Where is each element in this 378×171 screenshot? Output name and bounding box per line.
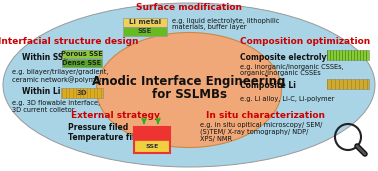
Bar [134,127,170,140]
Text: e.g. Li alloy, Li-C, Li-polymer: e.g. Li alloy, Li-C, Li-polymer [240,96,335,102]
Bar [62,50,102,58]
Text: Li metal: Li metal [138,130,166,135]
Ellipse shape [96,32,282,148]
Bar [61,88,103,98]
Bar [327,79,369,89]
Text: Temperature filed: Temperature filed [68,134,146,142]
Text: e.g. bilayer/trilayer/gradient,
ceramic network@polymer: e.g. bilayer/trilayer/gradient, ceramic … [12,69,108,83]
Text: SSE: SSE [146,143,159,148]
Text: e.g. 3D flowable interface,
3D current colletor: e.g. 3D flowable interface, 3D current c… [12,101,100,114]
Text: e.g. in situ opitical microscopy/ SEM/
(S)TEM/ X-ray tomography/ NDP/
XPS/ NMR: e.g. in situ opitical microscopy/ SEM/ (… [200,122,322,142]
Text: e.g. liquid electrolyte, lithophilic
materials, buffer layer: e.g. liquid electrolyte, lithophilic mat… [172,17,279,30]
Bar [327,50,369,60]
Bar [134,127,170,153]
Text: Anodic Interface Engineering: Anodic Interface Engineering [92,76,286,89]
Bar [62,59,102,67]
Text: Pressure filed: Pressure filed [68,122,128,131]
Bar [123,27,167,36]
Text: Within SSE: Within SSE [22,52,68,62]
Text: Porous SSE: Porous SSE [61,51,103,57]
Text: SSE: SSE [138,28,152,34]
Ellipse shape [3,3,375,167]
Text: e.g. inorganic/inorganic CSSEs,
organic/inorganic CSSEs: e.g. inorganic/inorganic CSSEs, organic/… [240,63,344,76]
Bar [123,17,167,27]
Text: External strategy: External strategy [71,110,160,120]
Text: In situ characterization: In situ characterization [206,110,324,120]
Text: Within Li: Within Li [22,88,60,96]
Text: Composition optimization: Composition optimization [240,37,370,47]
Text: for SSLMBs: for SSLMBs [152,89,226,102]
Text: Composite Li: Composite Li [240,82,296,90]
Text: Interfacial structure design: Interfacial structure design [0,37,138,47]
Text: Surface modification: Surface modification [136,3,242,12]
Text: Dense SSE: Dense SSE [62,60,102,66]
Text: Composite electrolyte: Composite electrolyte [240,52,335,62]
Text: Li metal: Li metal [129,19,161,25]
Text: 3D: 3D [77,90,87,96]
